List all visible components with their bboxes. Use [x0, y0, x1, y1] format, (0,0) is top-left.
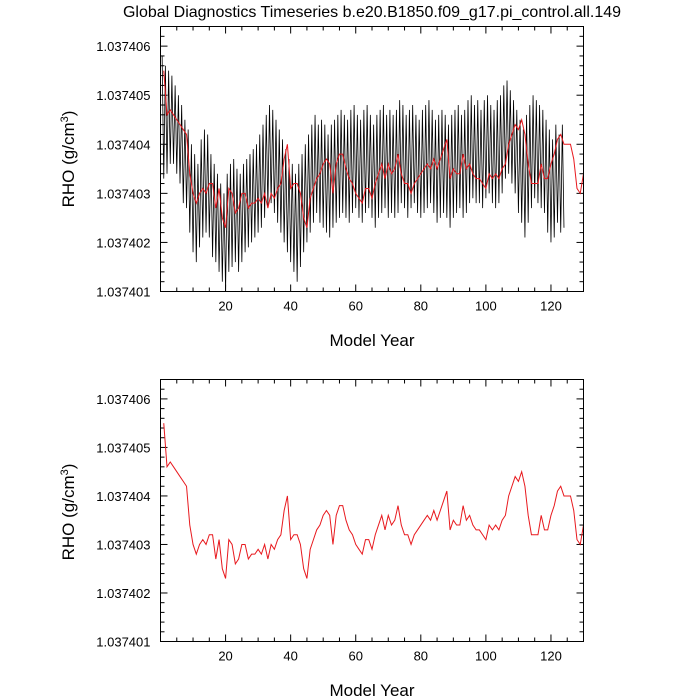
top-plot-frame: [160, 26, 584, 292]
top-y-tick-label: 1.037405: [96, 88, 150, 103]
bottom-y-tick-label: 1.037403: [96, 537, 150, 552]
bottom-x-tick-label: 20: [218, 649, 232, 664]
bottom-x-tick-label: 60: [348, 649, 362, 664]
top-x-axis-label: Model Year: [329, 331, 414, 350]
bottom-y-axis-label: RHO (g/cm3): [59, 464, 78, 561]
bottom-x-tick-label: 80: [414, 649, 428, 664]
bottom-y-tick-label: 1.037406: [96, 392, 150, 407]
top-y-tick-label: 1.037402: [96, 235, 150, 250]
top-x-tick-label: 40: [283, 299, 297, 314]
top-y-axis-label: RHO (g/cm3): [59, 111, 78, 208]
bottom-annual-series-line: [163, 423, 584, 579]
top-panel: 20 40 60 80 100 120 1.037401 1.037402 1.037403 1…: [59, 26, 584, 350]
bottom-panel: 20 40 60 80 100 120 1.037401 1.037402 1.037403 1…: [59, 379, 584, 700]
top-y-tick-label: 1.037403: [96, 186, 150, 201]
bottom-x-axis-label: Model Year: [329, 681, 414, 700]
bottom-y-tick-label: 1.037405: [96, 440, 150, 455]
bottom-x-tick-label: 100: [475, 649, 497, 664]
top-x-tick-label: 80: [414, 299, 428, 314]
top-y-tick-label: 1.037406: [96, 39, 150, 54]
top-y-tick-label: 1.037404: [96, 137, 150, 152]
top-x-tick-label: 120: [540, 299, 562, 314]
top-x-tick-label: 20: [218, 299, 232, 314]
top-monthly-series-line: [161, 55, 565, 292]
bottom-x-tick-label: 120: [540, 649, 562, 664]
bottom-y-tick-label: 1.037404: [96, 489, 150, 504]
bottom-x-tick-label: 40: [283, 649, 297, 664]
bottom-y-tick-label: 1.037402: [96, 586, 150, 601]
top-x-tick-label: 60: [348, 299, 362, 314]
top-x-tick-label: 100: [475, 299, 497, 314]
figure-title: Global Diagnostics Timeseries b.e20.B185…: [123, 4, 621, 21]
bottom-plot-frame: [160, 379, 584, 642]
bottom-y-tick-label: 1.037401: [96, 635, 150, 650]
top-y-tick-label: 1.037401: [96, 285, 150, 300]
top-annual-series-line: [163, 70, 584, 228]
